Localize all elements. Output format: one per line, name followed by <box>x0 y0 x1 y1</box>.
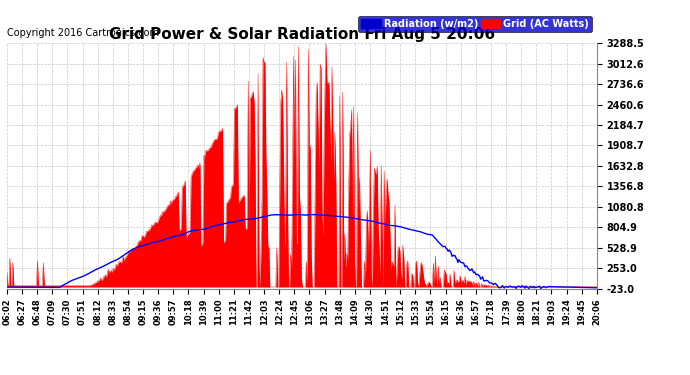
Text: Copyright 2016 Cartronics.com: Copyright 2016 Cartronics.com <box>7 28 159 38</box>
Title: Grid Power & Solar Radiation Fri Aug 5 20:06: Grid Power & Solar Radiation Fri Aug 5 2… <box>109 27 495 42</box>
Legend: Radiation (w/m2), Grid (AC Watts): Radiation (w/m2), Grid (AC Watts) <box>358 16 592 32</box>
